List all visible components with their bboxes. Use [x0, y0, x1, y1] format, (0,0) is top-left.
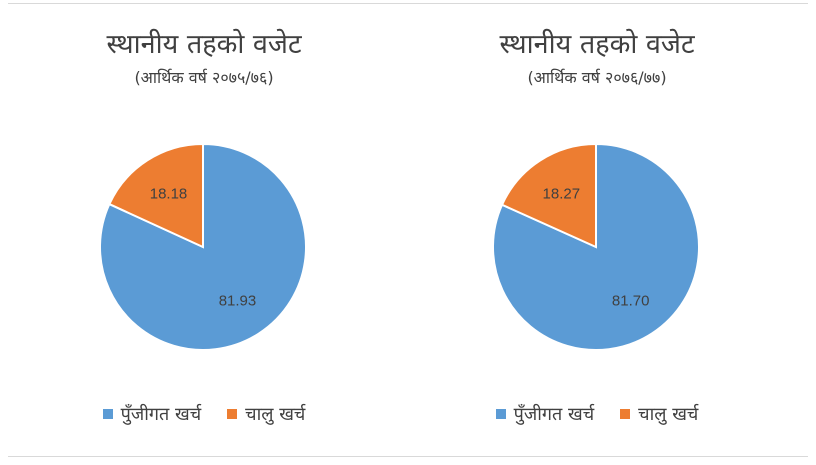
- legend-item-current: चालु खर्च: [227, 402, 305, 426]
- data-label-capital: 81.70: [612, 293, 650, 310]
- pie-chart: 81.70 18.27: [492, 142, 700, 351]
- legend-swatch-capital: [102, 409, 113, 419]
- chart-title: स्थानीय तहको वजेट: [106, 29, 302, 60]
- pie-chart: 81.93 18.18: [99, 142, 307, 351]
- top-divider: [8, 3, 808, 4]
- chart-subtitle: (आर्थिक वर्ष २०७६/७७): [527, 68, 667, 87]
- chart-legend: पुँजीगत खर्च चालु खर्च: [8, 402, 400, 426]
- legend-swatch-current: [227, 409, 238, 419]
- data-label-current: 18.27: [543, 185, 581, 202]
- chart-subtitle: (आर्थिक वर्ष २०७५/७६): [134, 68, 274, 87]
- legend-label-current: चालु खर्च: [638, 404, 699, 425]
- legend-label-current: चालु खर्च: [245, 404, 306, 425]
- chart-legend: पुँजीगत खर्च चालु खर्च: [401, 402, 793, 426]
- pie-slice-current: [500, 142, 597, 249]
- chart-panel-2076-77: स्थानीय तहको वजेट (आर्थिक वर्ष २०७६/७७) …: [401, 4, 793, 456]
- chart-title: स्थानीय तहको वजेट: [499, 29, 695, 60]
- legend-item-capital: पुँजीगत खर्च: [495, 402, 595, 426]
- pie-slice-capital: [492, 142, 700, 351]
- bottom-divider: [8, 456, 808, 457]
- data-label-capital: 81.93: [219, 293, 257, 310]
- data-label-current: 18.18: [150, 185, 188, 202]
- legend-label-capital: पुँजीगत खर्च: [120, 404, 202, 425]
- chart-panel-2075-76: स्थानीय तहको वजेट (आर्थिक वर्ष २०७५/७६) …: [8, 4, 400, 456]
- legend-label-capital: पुँजीगत खर्च: [513, 404, 595, 425]
- legend-swatch-current: [620, 409, 631, 419]
- legend-item-capital: पुँजीगत खर्च: [102, 402, 202, 426]
- legend-swatch-capital: [495, 409, 506, 419]
- legend-item-current: चालु खर्च: [620, 402, 698, 426]
- pie-slice-current: [108, 142, 204, 249]
